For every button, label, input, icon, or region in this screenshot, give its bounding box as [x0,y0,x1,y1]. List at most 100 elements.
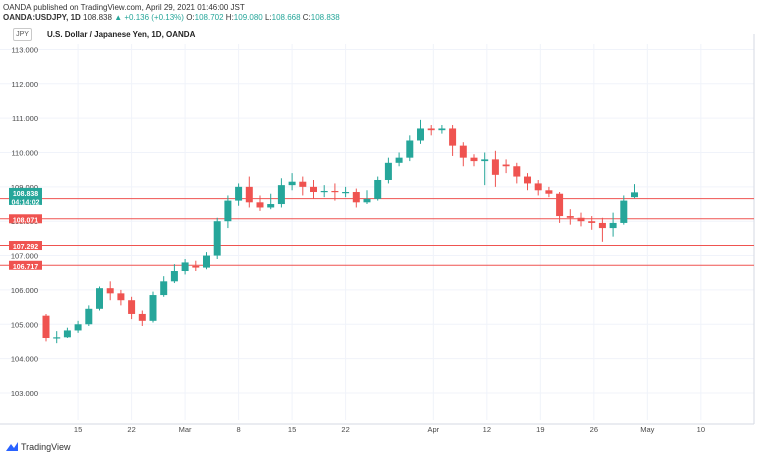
candle-body [331,190,339,193]
price-tick-label: 111.000 [12,114,38,123]
open-label: O: [186,13,195,22]
chart-grid [0,34,755,424]
price-tick-label: 113.000 [11,45,38,54]
candle-body [277,185,285,205]
candle-body [459,145,467,158]
close-label: C: [302,13,311,22]
price-tick-label: 103.000 [11,389,38,398]
candle-body [502,164,510,167]
candle-body [267,204,275,208]
time-tick-label: 19 [536,425,544,434]
candle-body [85,308,93,325]
candle-body [203,255,210,268]
candle-body [256,202,264,208]
time-tick-label: 22 [127,425,135,434]
low-label: L: [264,13,272,22]
candle-body [588,221,596,223]
candle-body [609,222,617,229]
candle-body [534,183,542,191]
candle-body [63,330,71,338]
candle-body [406,140,414,158]
candle-body [620,200,628,223]
candle-body [427,128,435,131]
close-value: 108.838 [310,13,340,22]
candle-body [384,162,392,180]
candle-body [160,281,168,296]
price-badge-text: 108.838 [13,191,38,198]
candle-body [170,271,178,282]
candle-body [342,192,350,194]
candle-body [566,216,574,218]
candle-body [417,128,424,141]
ohlc-line: OANDA:USDJPY, 1D 108.838 ▲ +0.136 (+0.13… [3,13,340,22]
candle-body [106,288,114,294]
price-tick-label: 110.000 [11,149,38,158]
time-tick-label: 22 [341,425,349,434]
candle-body [491,159,499,175]
chart-title: U.S. Dollar / Japanese Yen, 1D, OANDA [47,30,196,39]
price-badge-text: 107.292 [13,244,38,251]
high-label: H: [225,13,234,22]
candle-body [545,190,553,194]
candle-body [631,192,638,198]
time-tick-label: Mar [179,425,192,434]
candle-body [449,128,457,146]
candle-body [513,166,521,177]
last-price: 108.838 [83,13,112,22]
currency-badge[interactable]: JPY [13,28,32,41]
candle-body [213,221,221,256]
candle-body [363,198,371,203]
brand-name: TradingView [21,442,71,452]
price-badge [9,241,42,251]
low-value: 108.668 [271,13,301,22]
price-badge [9,187,42,205]
candle-body [53,337,61,339]
candle-body [320,190,328,193]
price-badge-text: 108.071 [13,217,38,224]
price-tick-label: 106.000 [11,286,38,295]
candle-body [310,186,317,193]
candle-body [556,193,564,217]
price-change: +0.136 (+0.13%) [124,13,184,22]
time-tick-label: Apr [428,425,440,434]
time-tick-label: 15 [288,425,296,434]
candle-body [598,222,606,229]
candle-body [438,128,446,131]
price-tick-label: 112.000 [11,80,38,89]
time-tick-label: May [640,425,654,434]
tradingview-logo[interactable]: TradingView [6,442,71,452]
price-tick-label: 104.000 [11,355,38,364]
high-value: 109.080 [233,13,263,22]
candle-body [352,192,360,203]
candle-body [245,186,253,203]
time-tick-label: 15 [74,425,82,434]
candle-body [149,295,157,321]
candle-body [128,300,136,314]
tradingview-icon [6,442,18,451]
candle-body [74,324,82,331]
time-axis[interactable]: 15 22 Mar 8 15 22 Apr 12 19 26 May 10 [0,423,754,434]
candle-body [299,181,307,187]
symbol-label: OANDA:USDJPY, 1D [3,13,81,22]
time-tick-label: 10 [697,425,705,434]
price-tick-label: 109.000 [11,183,38,192]
candle-body [288,181,296,186]
price-axis-badges: 108.658108.071107.292106.717108.83804:14… [9,187,42,271]
open-value: 108.702 [194,13,224,22]
candlestick-series [42,119,638,344]
candle-body [138,313,146,321]
candle-body [374,179,382,199]
candle-body [481,159,489,162]
publish-line: OANDA published on TradingView.com, Apri… [3,3,245,12]
price-badge [9,260,42,270]
candle-body [577,217,585,222]
candle-body [224,200,232,222]
candle-body [181,262,189,272]
price-tick-label: 105.000 [11,320,38,329]
candle-body [470,157,478,162]
price-badge-text: 106.717 [13,264,38,271]
candle-body [235,186,243,201]
candle-body [42,315,50,338]
time-tick-label: 12 [483,425,491,434]
